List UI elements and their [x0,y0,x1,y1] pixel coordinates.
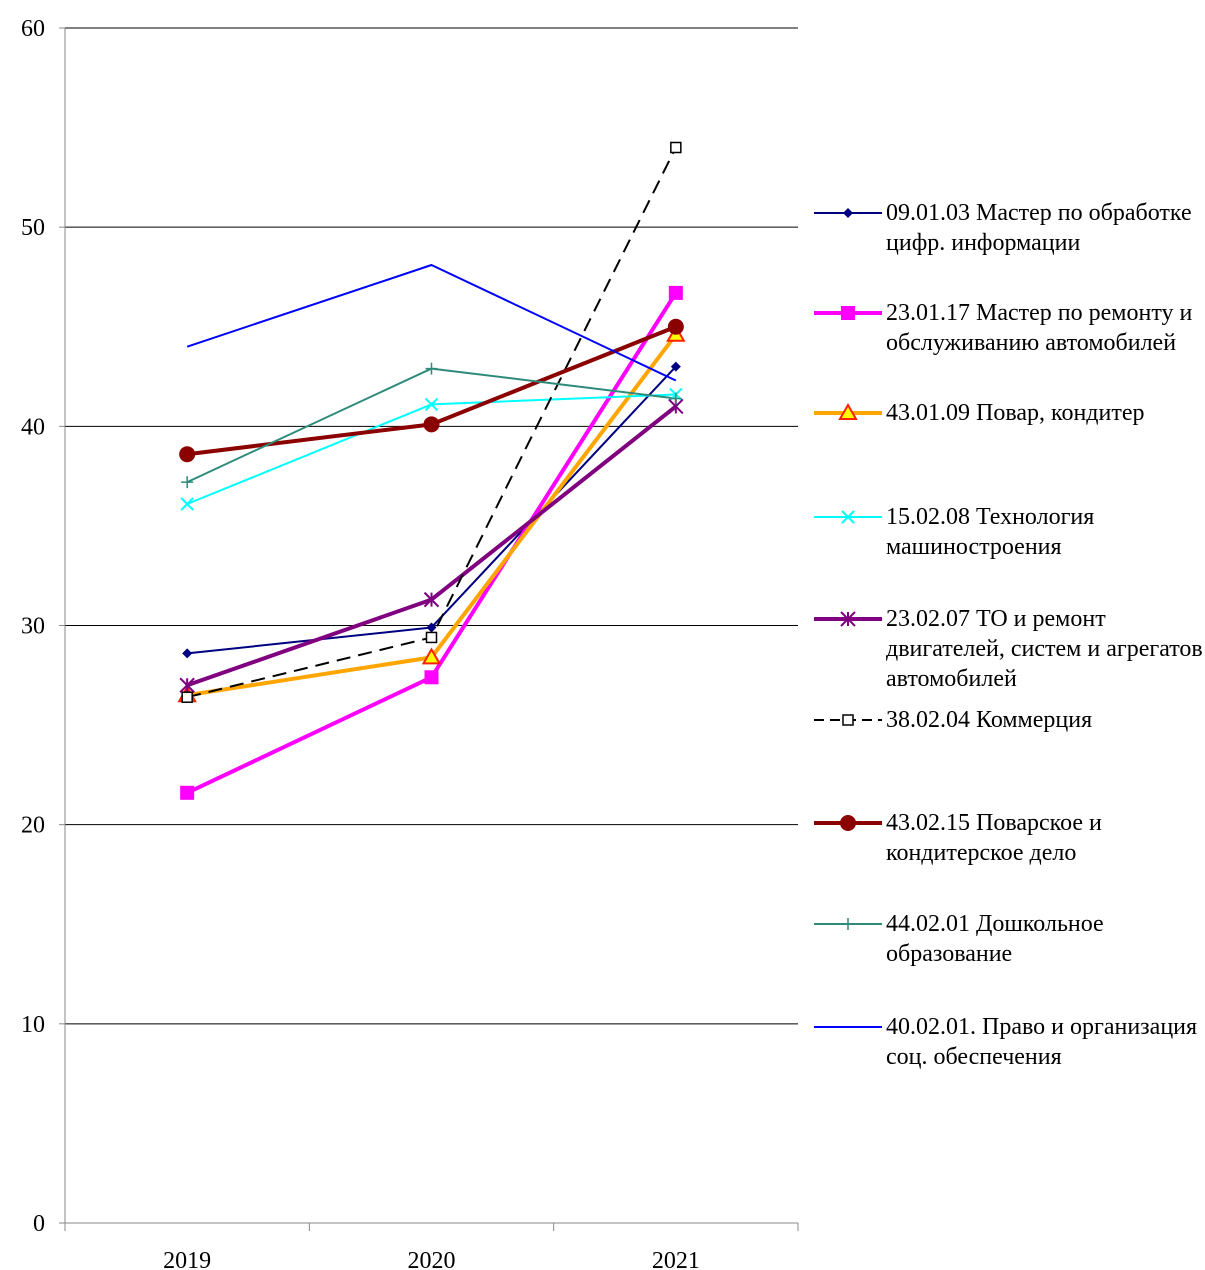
gridlines [65,27,798,1025]
legend-label: 09.01.03 Мастер по обработке цифр. инфор… [886,200,1192,256]
legend-label: 38.02.04 Коммерция [886,707,1093,733]
legend-item: 43.01.09 Повар, кондитер [810,398,1205,428]
legend-item: 40.02.01. Право и организация соц. обесп… [810,1012,1205,1072]
data-point-series-4-0 [179,677,195,693]
legend-item: 09.01.03 Мастер по обработке цифр. инфор… [810,198,1205,258]
y-tick-label: 50 [21,215,45,241]
legend-swatch [814,1026,882,1028]
data-point-series-2-1 [421,647,442,665]
data-point-series-3-1 [424,397,439,412]
x-tick-label: 2021 [652,1248,700,1270]
data-point-series-6-1 [423,416,440,433]
legend-swatch-marker [841,306,855,320]
legend-swatch [814,510,882,524]
legend-swatch-marker [838,402,858,420]
legend-swatch [814,918,882,930]
data-point-series-5-1 [425,631,438,644]
data-point-series-0-1 [426,622,437,633]
y-tick-label: 20 [21,813,45,839]
legend-swatch-marker [842,918,854,930]
y-tick-label: 10 [21,1012,45,1038]
y-tick-label: 60 [21,16,45,42]
tick-labels: 0 10 20 30 40 50 60 2019 2020 2021 [21,16,700,1270]
legend-item: 38.02.04 Коммерция [810,705,1205,735]
data-point-series-5-0 [181,691,193,703]
legend-item: 15.02.08 Технология машиностроения [810,502,1205,562]
data-point-series-4-1 [423,591,440,608]
legend-item: 23.01.17 Мастер по ремонту и обслуживани… [810,298,1205,358]
legend-swatch-marker [840,815,856,831]
legend-swatch-marker [840,611,856,627]
data-point-series-3-0 [180,497,194,511]
legend-swatch [814,815,882,831]
legend-swatch-marker [843,208,853,218]
legend-swatch [814,306,882,320]
data-point-series-7-2 [669,392,682,405]
data-point-series-0-0 [182,648,193,659]
data-point-series-6-2 [667,318,684,335]
legend-label: 40.02.01. Право и организация соц. обесп… [886,1014,1198,1070]
x-tick-label: 2020 [408,1248,456,1270]
data-point-series-0-2 [670,361,681,372]
legend-swatch-marker [841,510,855,524]
data-point-series-1-0 [180,785,195,800]
data-point-series-7-0 [181,476,194,489]
line-chart: 0 10 20 30 40 50 60 2019 2020 2021 [21,16,799,1270]
legend-swatch [814,714,882,726]
legend-label: 43.01.09 Повар, кондитер [886,400,1145,426]
legend: 09.01.03 Мастер по обработке цифр. инфор… [810,0,1205,1270]
data-point-series-6-0 [179,446,196,463]
legend-label: 23.02.07 ТО и ремонт двигателей, систем … [886,606,1203,692]
legend-swatch [814,611,882,627]
legend-label: 15.02.08 Технология машиностроения [886,504,1095,560]
legend-swatch [814,208,882,218]
legend-label: 43.02.15 Поварское и кондитерское дело [886,810,1102,866]
y-tick-label: 0 [33,1211,45,1237]
series-lines [186,147,678,795]
legend-item: 44.02.01 Дошкольное образование [810,909,1205,969]
x-tick-label: 2019 [163,1248,211,1270]
legend-label: 23.01.17 Мастер по ремонту и обслуживани… [886,300,1193,356]
series-line-8 [186,264,677,382]
data-point-series-7-1 [425,362,438,375]
axes [59,27,799,1231]
data-point-series-1-1 [424,670,439,685]
data-point-series-1-2 [668,285,683,300]
legend-item: 23.02.07 ТО и ремонт двигателей, систем … [810,604,1205,694]
y-tick-label: 40 [21,414,45,440]
y-tick-label: 30 [21,614,45,640]
series-markers [177,141,686,800]
legend-label: 44.02.01 Дошкольное образование [886,911,1104,967]
legend-swatch-marker [842,714,854,726]
legend-item: 43.02.15 Поварское и кондитерское дело [810,808,1205,868]
legend-swatch [814,402,882,420]
data-point-series-5-2 [670,141,682,154]
